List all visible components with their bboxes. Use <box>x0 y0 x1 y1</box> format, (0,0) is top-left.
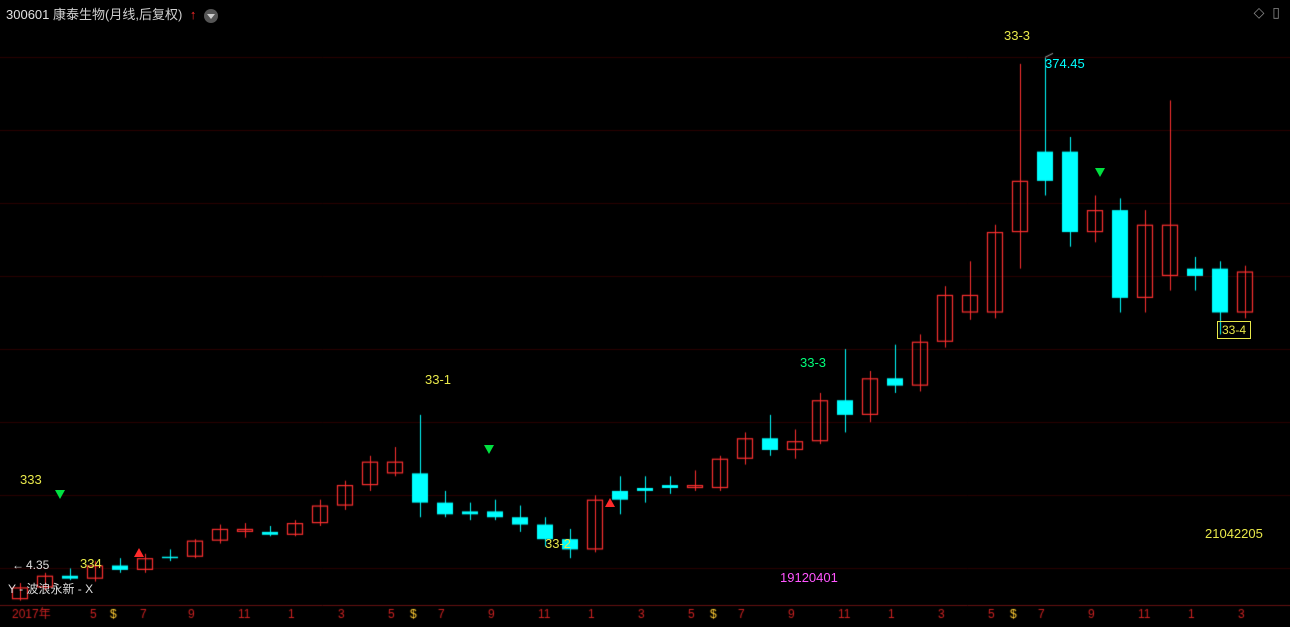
arrow-down-icon <box>55 490 65 499</box>
stock-name: 康泰生物(月线,后复权) <box>53 7 182 22</box>
low-price-pointer: 4.35 <box>12 558 49 572</box>
candlestick-chart[interactable] <box>0 0 1290 627</box>
arrow-up-icon <box>605 498 615 507</box>
chart-header: 300601 康泰生物(月线,后复权) ↑ <box>6 4 218 23</box>
dropdown-icon[interactable] <box>204 9 218 23</box>
stock-code: 300601 <box>6 7 49 22</box>
arrow-down-icon <box>1095 168 1105 177</box>
arrow-down-icon <box>484 445 494 454</box>
arrow-up-icon <box>134 548 144 557</box>
trend-arrow-icon: ↑ <box>190 7 197 22</box>
top-right-tools[interactable]: ◇ ▯ <box>1254 4 1282 21</box>
